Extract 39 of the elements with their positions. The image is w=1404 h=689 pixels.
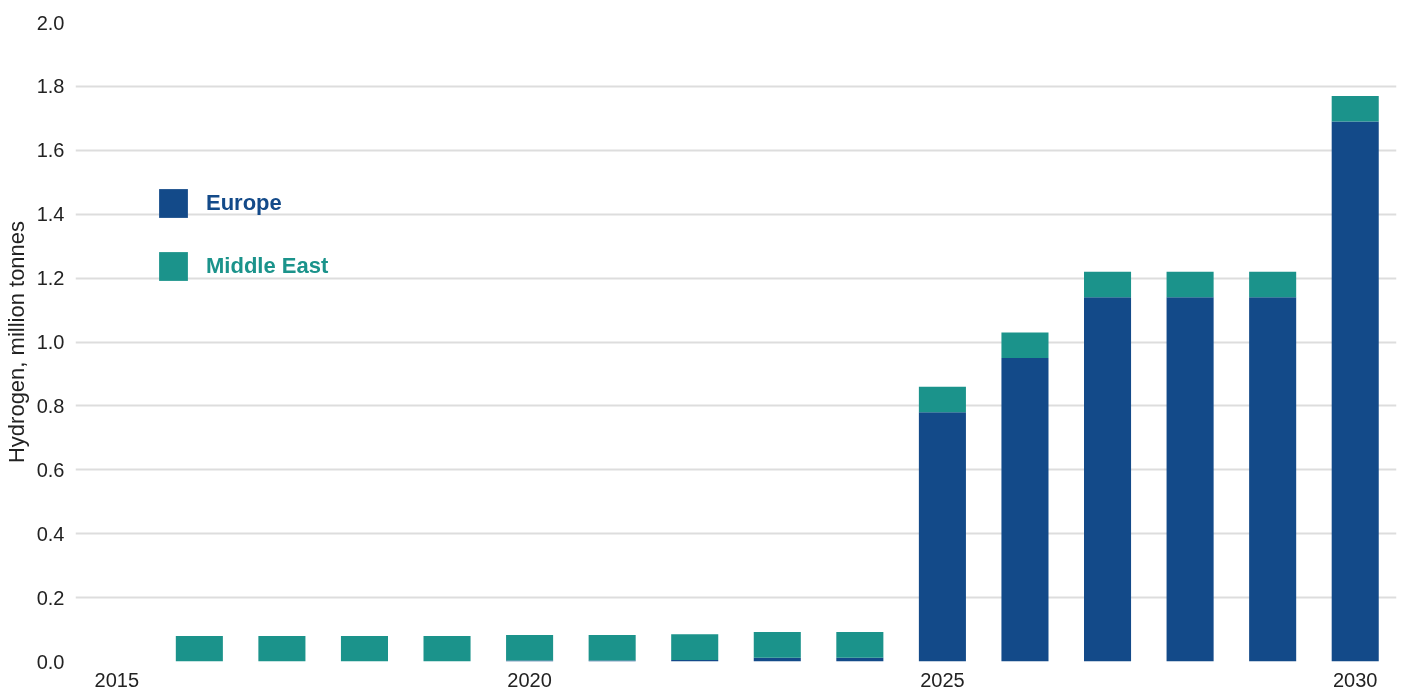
y-tick-label: 2.0 — [36, 11, 65, 34]
x-tick-label: 2030 — [1332, 668, 1378, 689]
bar — [671, 634, 719, 660]
bar — [918, 412, 966, 662]
y-tick-label: 1.0 — [36, 331, 65, 353]
bar — [1001, 332, 1049, 358]
bar — [588, 634, 636, 661]
legend-label: Middle East — [206, 253, 329, 279]
y-tick-label: 0.4 — [36, 522, 65, 545]
x-tick-label: 2015 — [94, 668, 140, 689]
bar — [1166, 271, 1214, 298]
bar — [1084, 271, 1132, 298]
y-tick-label: 1.6 — [36, 139, 65, 162]
bar — [1084, 297, 1132, 662]
y-tick-label: 0.2 — [36, 586, 65, 609]
legend-label: Europe — [206, 190, 282, 216]
y-tick-label: 1.8 — [36, 75, 65, 98]
bar — [836, 632, 884, 658]
y-tick-label: 0.8 — [36, 394, 65, 417]
bar — [1331, 95, 1379, 122]
y-axis-title: Hydrogen, million tonnes — [3, 220, 29, 464]
y-tick-label: 1.2 — [36, 267, 65, 290]
x-tick-label: 2020 — [507, 668, 552, 689]
x-tick-label: 2025 — [920, 668, 965, 689]
bar — [1001, 357, 1049, 662]
bar — [175, 635, 223, 662]
bar — [753, 632, 801, 658]
y-tick-label: 0.0 — [36, 650, 65, 673]
bar — [1249, 271, 1297, 298]
y-tick-label: 1.4 — [36, 203, 65, 226]
bar — [1166, 297, 1214, 662]
y-tick-label: 0.6 — [36, 458, 65, 481]
bar — [1249, 297, 1297, 662]
bar — [506, 634, 554, 661]
bar — [1331, 121, 1379, 662]
bar — [258, 635, 306, 662]
bar — [423, 635, 471, 662]
bar — [918, 386, 966, 413]
bar — [340, 635, 388, 662]
